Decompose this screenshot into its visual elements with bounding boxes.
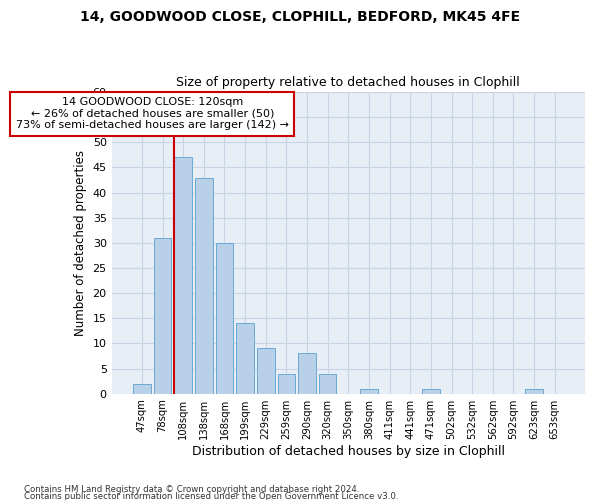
Bar bbox=[298, 354, 316, 394]
Bar bbox=[215, 243, 233, 394]
Bar bbox=[257, 348, 275, 394]
Bar bbox=[154, 238, 172, 394]
Text: 14 GOODWOOD CLOSE: 120sqm
← 26% of detached houses are smaller (50)
73% of semi-: 14 GOODWOOD CLOSE: 120sqm ← 26% of detac… bbox=[16, 97, 289, 130]
Bar bbox=[175, 158, 192, 394]
Text: Contains HM Land Registry data © Crown copyright and database right 2024.: Contains HM Land Registry data © Crown c… bbox=[24, 486, 359, 494]
Bar bbox=[236, 324, 254, 394]
Y-axis label: Number of detached properties: Number of detached properties bbox=[74, 150, 87, 336]
Bar bbox=[525, 388, 543, 394]
Title: Size of property relative to detached houses in Clophill: Size of property relative to detached ho… bbox=[176, 76, 520, 90]
Bar bbox=[195, 178, 212, 394]
Bar bbox=[133, 384, 151, 394]
Bar bbox=[319, 374, 337, 394]
Bar bbox=[278, 374, 295, 394]
X-axis label: Distribution of detached houses by size in Clophill: Distribution of detached houses by size … bbox=[192, 444, 505, 458]
Text: Contains public sector information licensed under the Open Government Licence v3: Contains public sector information licen… bbox=[24, 492, 398, 500]
Bar bbox=[360, 388, 378, 394]
Bar bbox=[422, 388, 440, 394]
Text: 14, GOODWOOD CLOSE, CLOPHILL, BEDFORD, MK45 4FE: 14, GOODWOOD CLOSE, CLOPHILL, BEDFORD, M… bbox=[80, 10, 520, 24]
